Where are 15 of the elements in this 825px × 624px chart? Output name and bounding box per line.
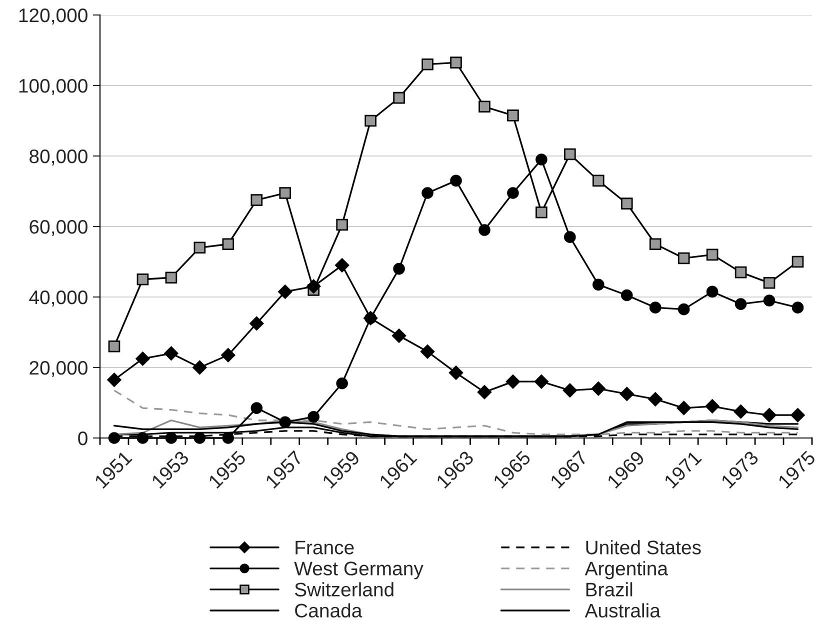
y-tick-label: 20,000 [30, 360, 88, 378]
legend-label: Argentina [584, 561, 668, 580]
legend-label: Brazil [586, 582, 632, 596]
y-tick-label: 120,000 [19, 8, 88, 25]
y-tick-label: 40,000 [29, 290, 88, 307]
legend-label: West Germany [294, 562, 424, 580]
y-tick-label: 60,000 [30, 220, 88, 236]
legend-label: Canada [295, 603, 362, 618]
y-tick-label: 80,000 [30, 149, 88, 166]
y-tick-label: 100,000 [19, 78, 88, 96]
legend-label: Australia [584, 603, 660, 618]
y-tick-label: 0 [78, 431, 88, 446]
legend-label: United States [586, 540, 701, 554]
legend-label: Switzerland [294, 582, 394, 596]
legend-label: France [296, 540, 354, 554]
